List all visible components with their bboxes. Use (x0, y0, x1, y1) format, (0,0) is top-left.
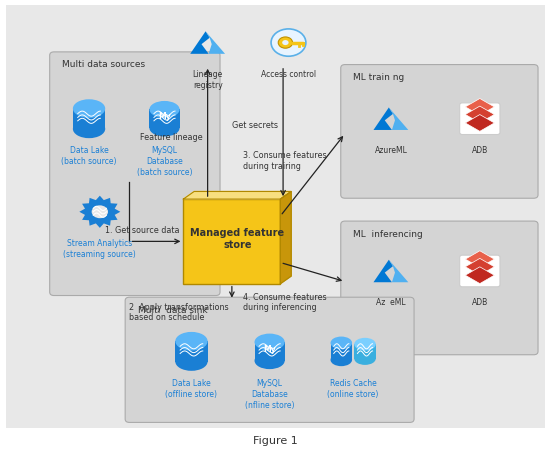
Text: Feature lineage: Feature lineage (140, 133, 203, 142)
Text: Multi data sources: Multi data sources (62, 60, 145, 69)
Text: ADB: ADB (472, 146, 488, 155)
Ellipse shape (175, 332, 207, 351)
Text: Figure 1: Figure 1 (252, 436, 298, 446)
Text: Multi  data sink: Multi data sink (138, 306, 207, 315)
Text: Stream Analytics
(streaming source): Stream Analytics (streaming source) (63, 239, 136, 259)
Polygon shape (465, 115, 494, 131)
Polygon shape (465, 258, 494, 275)
Ellipse shape (150, 101, 180, 118)
Text: Access control: Access control (261, 70, 316, 79)
Text: Lineage
registry: Lineage registry (192, 70, 223, 90)
Circle shape (278, 37, 293, 48)
Polygon shape (183, 191, 291, 199)
Ellipse shape (150, 120, 180, 136)
FancyBboxPatch shape (460, 255, 500, 287)
Text: 1. Get source data: 1. Get source data (105, 226, 180, 235)
Polygon shape (465, 251, 494, 267)
Polygon shape (206, 32, 225, 54)
Text: My: My (158, 112, 171, 121)
Text: 2  Apply transformations
based on schedule: 2 Apply transformations based on schedul… (129, 303, 229, 322)
FancyBboxPatch shape (125, 297, 414, 423)
FancyBboxPatch shape (6, 4, 544, 428)
Polygon shape (389, 108, 408, 130)
Text: Get secrets: Get secrets (232, 121, 278, 130)
Text: Managed feature
store: Managed feature store (190, 229, 284, 250)
Ellipse shape (255, 352, 285, 369)
Text: MySQL
Database
(nfline store): MySQL Database (nfline store) (245, 379, 294, 410)
Text: 4. Consume features
during inferencing: 4. Consume features during inferencing (243, 293, 326, 312)
FancyBboxPatch shape (341, 221, 538, 355)
FancyBboxPatch shape (460, 103, 500, 135)
Text: MySQL
Database
(batch source): MySQL Database (batch source) (137, 146, 192, 177)
Text: ADB: ADB (472, 298, 488, 307)
Polygon shape (465, 99, 494, 115)
Bar (183, 199, 280, 284)
Polygon shape (175, 341, 208, 361)
Text: Data Lake
(offline store): Data Lake (offline store) (166, 379, 217, 399)
Polygon shape (373, 108, 393, 130)
Text: Data Lake
(batch source): Data Lake (batch source) (61, 146, 117, 166)
Circle shape (92, 205, 108, 218)
Polygon shape (150, 109, 180, 128)
Polygon shape (331, 343, 352, 360)
Text: Az  eML: Az eML (376, 298, 406, 307)
Polygon shape (354, 344, 376, 359)
Polygon shape (79, 196, 120, 228)
Text: ML train ng: ML train ng (353, 73, 404, 82)
FancyBboxPatch shape (50, 52, 220, 296)
Polygon shape (73, 108, 105, 129)
Ellipse shape (331, 337, 352, 349)
Text: Redis Cache
(online store): Redis Cache (online store) (327, 379, 379, 399)
Ellipse shape (73, 99, 105, 118)
Text: My: My (263, 345, 276, 354)
Circle shape (282, 40, 289, 45)
Polygon shape (373, 260, 393, 282)
Ellipse shape (255, 333, 285, 351)
FancyBboxPatch shape (341, 64, 538, 198)
Text: ML  inferencing: ML inferencing (353, 230, 423, 238)
Ellipse shape (354, 338, 376, 351)
Ellipse shape (175, 352, 207, 371)
Circle shape (271, 29, 306, 56)
Text: AzureML: AzureML (375, 146, 408, 155)
Text: 3. Consume features
during trairing: 3. Consume features during trairing (243, 151, 326, 171)
Polygon shape (255, 342, 285, 360)
Polygon shape (389, 260, 408, 282)
Polygon shape (465, 267, 494, 284)
Ellipse shape (354, 352, 376, 365)
Ellipse shape (331, 353, 352, 366)
Polygon shape (280, 191, 291, 284)
Polygon shape (190, 32, 210, 54)
Polygon shape (465, 106, 494, 123)
Ellipse shape (73, 120, 105, 138)
